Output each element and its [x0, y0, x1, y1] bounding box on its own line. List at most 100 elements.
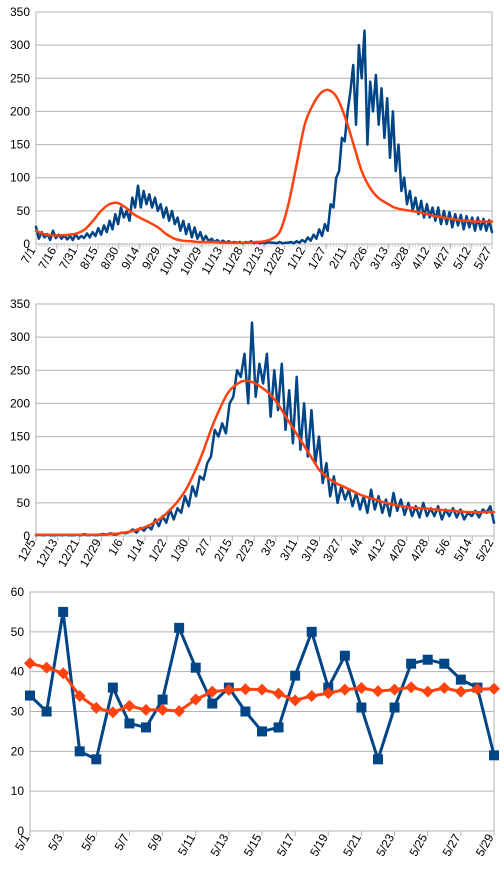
y-tick-label: 100 — [10, 171, 30, 185]
data-point-diamond — [438, 681, 451, 694]
data-point-square — [422, 654, 433, 665]
data-point-square — [489, 750, 499, 761]
x-tick-label: 2/23 — [233, 536, 257, 564]
data-point-diamond — [372, 685, 384, 698]
x-tick-label: 1/12 — [284, 244, 308, 272]
data-point-square — [306, 626, 317, 637]
x-tick-label: 3/27 — [320, 536, 344, 564]
y-tick-label: 350 — [10, 297, 30, 311]
data-point-square — [107, 682, 118, 693]
plot-area — [35, 303, 495, 537]
data-point-diamond — [106, 706, 119, 719]
data-point-diamond — [289, 694, 302, 707]
data-point-square — [257, 726, 267, 737]
x-tick-label: 9/14 — [118, 244, 142, 272]
data-point-diamond — [454, 685, 467, 698]
data-point-square — [58, 606, 69, 617]
x-tick-label: 5/27 — [471, 244, 495, 272]
data-point-square — [91, 754, 102, 765]
data-point-diamond — [355, 681, 368, 694]
x-tick-label: 4/20 — [386, 536, 410, 564]
x-tick-label: 8/30 — [98, 244, 122, 272]
y-tick-label: 100 — [10, 463, 30, 477]
x-tick-label: 5/22 — [473, 536, 497, 564]
data-point-square — [41, 706, 52, 717]
data-point-square — [290, 670, 301, 681]
y-tick-label: 300 — [10, 38, 30, 52]
x-tick-label: 2/26 — [346, 244, 370, 272]
data-point-diamond — [488, 682, 500, 695]
data-point-diamond — [471, 683, 484, 696]
x-tick-label: 5/29 — [473, 831, 497, 859]
x-tick-label: 4/28 — [407, 536, 431, 564]
data-point-diamond — [206, 685, 219, 698]
data-point-square — [339, 650, 350, 661]
x-tick-label: 4/12 — [364, 536, 388, 564]
x-tick-label: 5/13 — [208, 831, 232, 859]
data-point-diamond — [256, 683, 268, 696]
x-tick-label: 5/19 — [307, 831, 331, 859]
x-tick-label: 1/22 — [146, 536, 170, 564]
x-tick-label: 12/28 — [260, 244, 287, 277]
y-tick-label: 300 — [10, 330, 30, 344]
data-point-diamond — [222, 683, 235, 696]
data-point-diamond — [421, 685, 434, 698]
x-tick-label: 5/25 — [407, 831, 431, 859]
series-line-1 — [34, 321, 496, 537]
y-tick-label: 50 — [11, 625, 25, 639]
data-point-diamond — [40, 661, 53, 674]
y-tick-label: 0 — [17, 824, 24, 838]
data-point-square — [240, 706, 251, 717]
x-tick-label: 5/11 — [175, 831, 199, 858]
data-point-diamond — [123, 699, 136, 712]
series-line-1 — [34, 29, 494, 245]
data-point-diamond — [322, 687, 335, 700]
y-tick-label: 250 — [10, 363, 30, 377]
y-tick-label: 40 — [11, 665, 25, 679]
x-tick-label: 3/11 — [277, 536, 301, 563]
data-point-diamond — [156, 703, 169, 716]
y-tick-label: 350 — [10, 5, 30, 19]
x-tick-label: 12/29 — [77, 536, 104, 569]
data-point-diamond — [388, 683, 401, 696]
y-tick-label: 200 — [10, 396, 30, 410]
x-tick-label: 5/21 — [340, 831, 364, 859]
x-tick-label: 2/11 — [326, 244, 350, 271]
data-point-square — [190, 662, 201, 673]
y-tick-label: 150 — [10, 430, 30, 444]
y-tick-label: 50 — [17, 496, 31, 510]
data-point-diamond — [90, 701, 103, 714]
data-point-square — [124, 718, 135, 729]
data-point-diamond — [405, 681, 418, 694]
x-tick-label: 12/13 — [33, 536, 60, 569]
y-tick-label: 200 — [10, 104, 30, 118]
series-line-2 — [34, 88, 494, 244]
data-point-diamond — [73, 689, 86, 702]
x-tick-label: 1/30 — [167, 536, 191, 564]
data-point-square — [406, 658, 417, 669]
data-point-diamond — [305, 689, 318, 702]
x-tick-label: 10/29 — [177, 244, 204, 277]
y-tick-label: 10 — [11, 784, 25, 798]
x-tick-label: 1/27 — [305, 244, 329, 272]
chart-daily-since-december: 05010015020025030035012/512/1312/2112/29… — [10, 297, 497, 570]
x-tick-label: 5/14 — [451, 536, 475, 564]
y-tick-label: 20 — [11, 744, 25, 758]
data-point-square — [207, 698, 218, 709]
data-point-diamond — [24, 657, 36, 670]
data-point-square — [373, 754, 383, 765]
data-point-square — [455, 674, 466, 685]
chart-daily-long-range: 0501001502002503003507/17/167/318/158/30… — [10, 5, 495, 278]
x-tick-label: 5/15 — [241, 831, 265, 859]
x-tick-label: 2/15 — [211, 536, 235, 564]
x-tick-label: 7/31 — [56, 244, 80, 272]
x-tick-label: 5/17 — [274, 831, 298, 859]
data-point-square — [74, 746, 85, 757]
data-point-diamond — [57, 667, 70, 680]
x-tick-label: 1/14 — [124, 536, 148, 564]
data-point-square — [157, 694, 168, 705]
x-tick-label: 3/13 — [367, 244, 391, 272]
y-tick-label: 0 — [23, 529, 30, 543]
data-point-diamond — [239, 683, 252, 696]
